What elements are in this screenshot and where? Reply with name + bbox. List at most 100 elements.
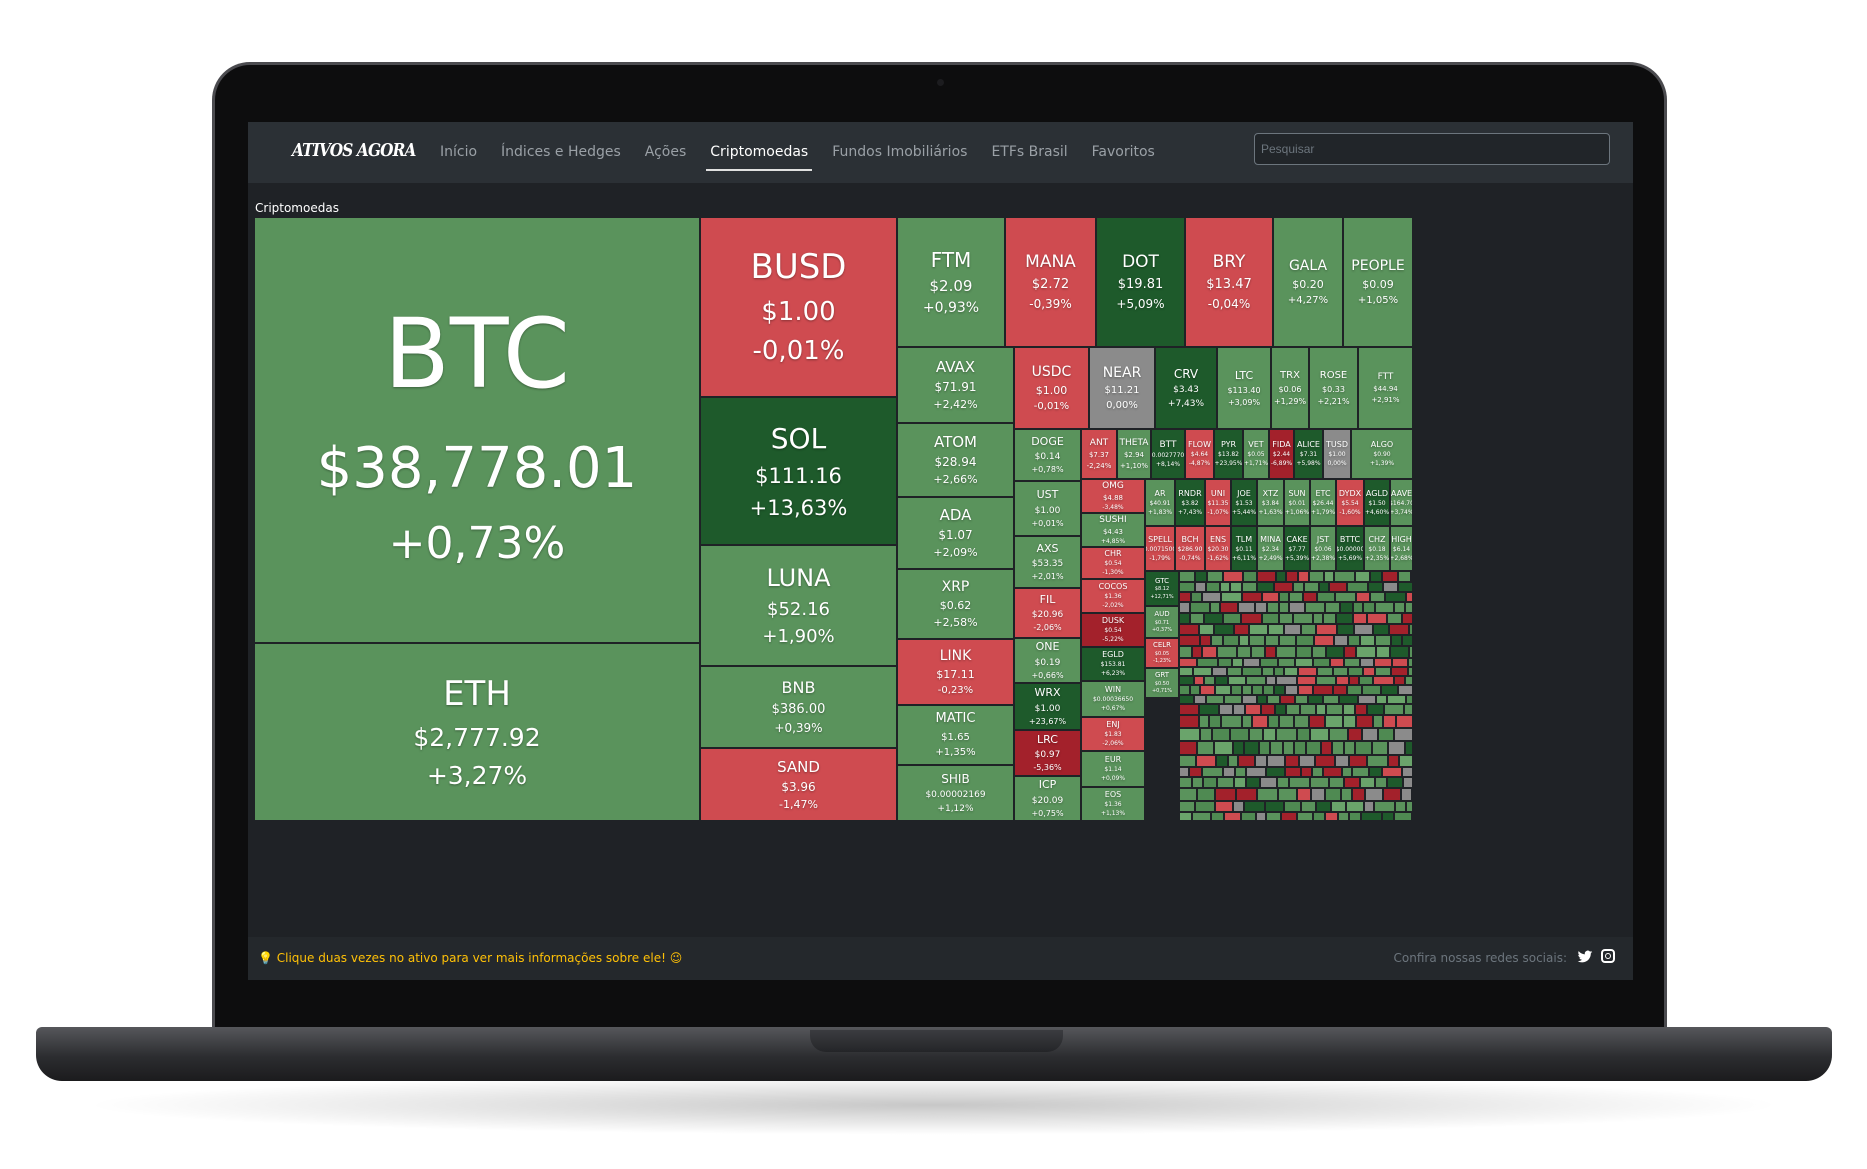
mini-tile[interactable] [1355,704,1367,715]
mini-tile[interactable] [1338,812,1349,821]
mini-tile[interactable] [1370,571,1382,582]
mini-tile[interactable] [1297,676,1316,685]
mini-tile[interactable] [1390,646,1409,658]
mini-tile[interactable] [1406,801,1413,812]
mini-tile[interactable] [1304,582,1319,592]
mini-tile[interactable] [1245,704,1261,715]
mini-tile[interactable] [1241,812,1256,821]
mini-tile[interactable] [1378,728,1394,741]
mini-tile[interactable] [1301,801,1316,812]
tile-uni[interactable]: UNI $11.35 -1,07% [1205,479,1231,526]
mini-tile[interactable] [1317,667,1333,676]
mini-tile[interactable] [1301,767,1312,777]
mini-tile[interactable] [1234,624,1249,635]
mini-tile[interactable] [1383,715,1396,728]
mini-tile[interactable] [1219,704,1233,715]
mini-tile[interactable] [1296,646,1312,658]
mini-tile[interactable] [1179,676,1194,685]
mini-tile[interactable] [1316,704,1326,715]
mini-tile[interactable] [1336,676,1349,685]
mini-tile[interactable] [1277,777,1289,788]
mini-tile[interactable] [1402,635,1413,646]
mini-tile[interactable] [1228,676,1246,685]
mini-tile[interactable] [1313,613,1323,624]
mini-tile[interactable] [1332,741,1344,755]
mini-tile[interactable] [1221,715,1242,728]
mini-tile[interactable] [1215,676,1228,685]
tile-people[interactable]: PEOPLE $0.09 +1,05% [1343,217,1413,347]
mini-tile[interactable] [1373,676,1394,685]
tile-avax[interactable]: AVAX $71.91 +2,42% [897,347,1014,423]
mini-tile[interactable] [1179,592,1191,602]
nav-item-favoritos[interactable]: Favoritos [1091,144,1155,160]
mini-tile[interactable] [1249,635,1265,646]
tile-chz[interactable]: CHZ $0.18 +2,35% [1364,526,1390,571]
mini-tile[interactable] [1235,767,1246,777]
tile-busd[interactable]: BUSD $1.00 -0,01% [700,217,897,397]
mini-tile[interactable] [1243,658,1260,667]
mini-tile[interactable] [1190,602,1210,613]
mini-tile[interactable] [1289,592,1303,602]
mini-tile[interactable] [1260,658,1278,667]
mini-tile[interactable] [1276,571,1286,582]
mini-tile[interactable] [1179,704,1199,715]
mini-tile[interactable] [1310,728,1329,741]
tile-bttc[interactable]: BTTC $0.00000 +5,69% [1336,526,1364,571]
mini-tile[interactable] [1200,635,1211,646]
mini-tile[interactable] [1179,613,1190,624]
nav-item-acoes[interactable]: Ações [644,144,687,160]
mini-tile[interactable] [1348,635,1360,646]
mini-tile[interactable] [1179,646,1192,658]
mini-tile[interactable] [1243,571,1257,582]
mini-tile[interactable] [1251,646,1265,658]
tile-mana[interactable]: MANA $2.72 -0,39% [1005,217,1096,347]
mini-tile[interactable] [1411,571,1413,582]
tile-one[interactable]: ONE $0.19 +0,66% [1014,638,1081,683]
mini-tile[interactable] [1190,613,1204,624]
mini-tile[interactable] [1214,741,1233,755]
mini-tile[interactable] [1363,667,1375,676]
tile-ant[interactable]: ANT $7.37 -2,24% [1081,429,1117,479]
mini-tile[interactable] [1236,788,1257,801]
tile-bry[interactable]: BRY $13.47 -0,04% [1185,217,1273,347]
mini-tile[interactable] [1179,777,1192,788]
mini-tile[interactable] [1355,571,1370,582]
mini-tile[interactable] [1261,704,1275,715]
mini-tile[interactable] [1275,704,1286,715]
tile-celr[interactable]: CELR $0.05 -1,23% [1145,638,1179,668]
tile-ust[interactable]: UST $1.00 +0,01% [1014,481,1081,536]
mini-tile[interactable] [1309,715,1325,728]
mini-tile[interactable] [1326,704,1343,715]
mini-tile[interactable] [1255,755,1267,767]
mini-tile[interactable] [1266,767,1285,777]
mini-tile[interactable] [1355,741,1372,755]
mini-tile[interactable] [1262,667,1274,676]
search-input[interactable] [1254,133,1610,165]
mini-tile[interactable] [1321,741,1332,755]
mini-tile[interactable] [1193,667,1212,676]
mini-tile[interactable] [1301,624,1316,635]
mini-tile[interactable] [1179,602,1190,613]
mini-tile[interactable] [1274,582,1293,592]
mini-tile[interactable] [1257,582,1274,592]
mini-tile[interactable] [1405,602,1413,613]
tile-tlm[interactable]: TLM $0.11 +6,11% [1231,526,1257,571]
tile-algo[interactable]: ALGO $0.90 +1,39% [1351,429,1413,479]
tile-fil[interactable]: FIL $20.96 -2,06% [1014,588,1081,638]
mini-tile[interactable] [1333,685,1347,695]
mini-tile[interactable] [1179,728,1200,741]
mini-tile[interactable] [1375,635,1391,646]
mini-tile[interactable] [1294,715,1309,728]
mini-tile[interactable] [1329,777,1344,788]
tile-bch[interactable]: BCH $286.90 -0,74% [1175,526,1205,571]
mini-tile[interactable] [1323,767,1342,777]
mini-tile[interactable] [1331,801,1346,812]
mini-tile[interactable] [1349,755,1367,767]
mini-tile[interactable] [1238,602,1255,613]
mini-tile[interactable] [1192,812,1211,821]
mini-tile[interactable] [1265,635,1279,646]
mini-tile[interactable] [1202,767,1223,777]
mini-tile[interactable] [1409,646,1413,658]
mini-tile[interactable] [1396,715,1413,728]
mini-tile[interactable] [1231,685,1242,695]
